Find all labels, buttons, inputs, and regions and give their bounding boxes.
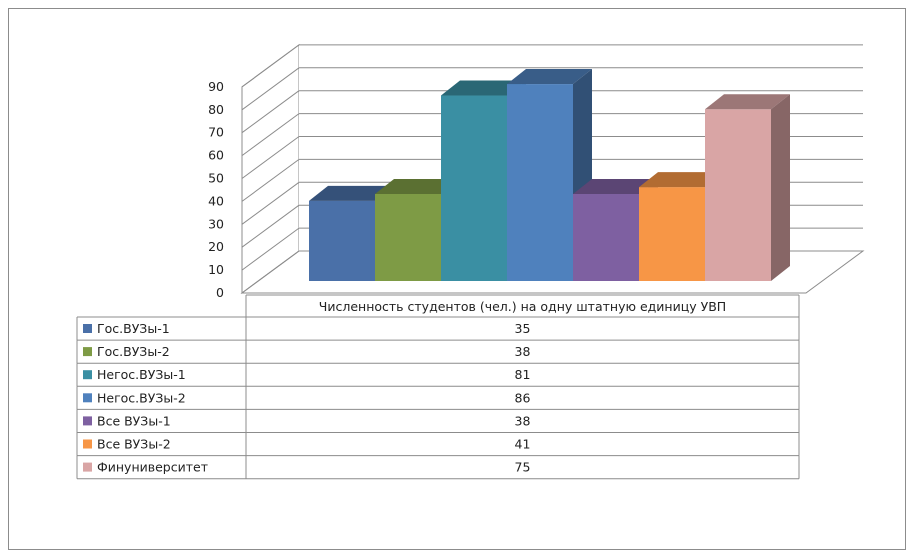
y-tick-label: 0 [216,285,224,300]
bar-front [441,95,507,281]
category-label: Численность студентов (чел.) на одну шта… [319,299,726,314]
bar-top [507,69,592,85]
bar-top [705,94,790,110]
bar-front [309,200,375,281]
y-tick-label: 10 [208,262,224,277]
legend-swatch [83,393,92,403]
data-value: 35 [515,321,531,336]
gridline-side [241,67,300,111]
legend-swatch [83,416,92,426]
gridline-side [241,44,300,88]
legend-label: Негос.ВУЗы-1 [97,367,186,382]
table-row: Финуниверситет 75 [76,455,800,480]
y-tick-label: 70 [208,125,224,140]
y-tick-label: 80 [208,102,224,117]
gridline-side [241,181,300,225]
table-row: Все ВУЗы-2 41 [76,432,800,457]
legend-swatch [83,324,92,333]
bars [309,69,790,281]
legend-label: Гос.ВУЗы-1 [97,321,170,336]
data-table: Численность студентов (чел.) на одну шта… [76,294,800,480]
table-row: Негос.ВУЗы-2 86 [76,386,800,410]
bar-front [639,187,705,281]
gridline-side [241,136,300,179]
bar-top [375,178,460,194]
data-value: 41 [515,437,531,452]
data-value: 38 [515,413,531,428]
data-value: 81 [515,367,531,382]
data-value: 75 [515,460,531,475]
legend-label: Негос.ВУЗы-2 [97,390,186,405]
y-tick-label: 50 [208,171,224,186]
gridline-side [241,158,300,202]
legend-label: Финуниверситет [97,460,208,475]
bar-top [573,178,658,194]
y-tick-label: 60 [208,148,224,163]
bar-chart-3d: 0 10 20 30 40 50 60 70 80 90 Численность студенто… [76,43,865,480]
bar-top [639,172,724,188]
gridline-side [241,227,300,271]
y-tick-label: 40 [208,193,224,208]
data-value: 86 [515,390,531,405]
legend-swatch [83,370,92,380]
bar-top [441,80,526,96]
bar-front [573,193,639,281]
bar-front [705,109,771,281]
bar-front [375,193,441,281]
gridline-side [241,204,300,248]
y-tick-label: 20 [208,239,224,254]
data-value: 38 [515,344,531,359]
legend-swatch [83,347,92,357]
table-row: Все ВУЗы-1 38 [76,409,800,433]
table-row: Гос.ВУЗы-2 38 [76,340,800,364]
legend-swatch [83,439,92,449]
gridline-side [241,113,300,157]
y-tick-label: 30 [208,216,224,231]
gridline-side [241,250,300,294]
y-tick-label: 90 [208,79,224,94]
bar-top [309,185,394,201]
bar-7 [705,94,790,281]
gridline-side [241,90,300,134]
legend-swatch [83,462,92,472]
bar-front [507,84,573,281]
side-wall [241,43,300,294]
y-axis-ticks: 0 10 20 30 40 50 60 70 80 90 [208,79,224,300]
table-row: Гос.ВУЗы-1 35 [76,317,800,341]
chart-frame: 0 10 20 30 40 50 60 70 80 90 Численность студенто… [8,8,906,550]
legend-label: Все ВУЗы-2 [97,437,171,452]
legend-label: Гос.ВУЗы-2 [97,344,170,359]
bar-side [771,94,790,281]
legend-label: Все ВУЗы-1 [97,413,171,428]
table-row: Негос.ВУЗы-1 81 [76,363,800,387]
